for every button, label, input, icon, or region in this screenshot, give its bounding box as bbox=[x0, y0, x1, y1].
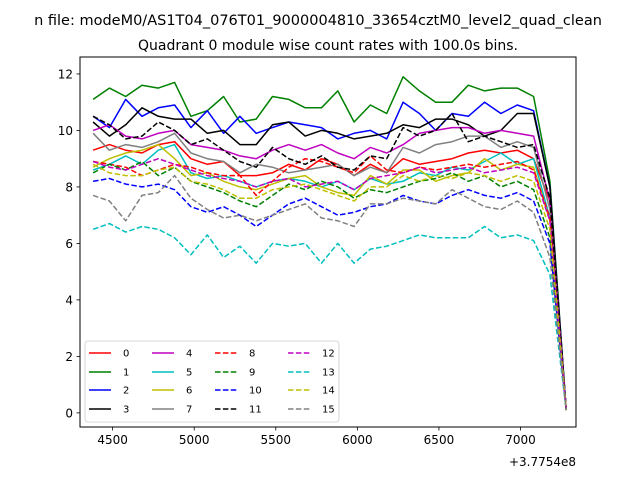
y-axis: 0 2 4 6 8 10 12 bbox=[58, 67, 80, 420]
series-layer bbox=[92, 76, 567, 411]
series-line-9 bbox=[92, 160, 567, 411]
series-line-14 bbox=[92, 163, 567, 411]
series-line-8 bbox=[92, 155, 567, 411]
x-tick-label: 4500 bbox=[97, 433, 128, 447]
y-tick-label: 10 bbox=[58, 124, 73, 138]
legend-entry-6: 6 bbox=[152, 386, 192, 397]
legend-label: 12 bbox=[322, 349, 335, 360]
legend-label: 8 bbox=[249, 349, 255, 360]
chart-title: Quadrant 0 module wise count rates with … bbox=[138, 38, 518, 54]
y-tick-label: 6 bbox=[65, 237, 73, 251]
series-line-10 bbox=[92, 177, 567, 411]
legend-entry-14: 14 bbox=[288, 386, 335, 397]
x-offset-label: +3.7754e8 bbox=[509, 455, 576, 469]
x-tick-label: 6500 bbox=[424, 433, 455, 447]
legend-entry-10: 10 bbox=[215, 386, 262, 397]
legend-entry-9: 9 bbox=[215, 368, 255, 379]
series-line-12 bbox=[92, 157, 567, 411]
x-tick-label: 5500 bbox=[261, 433, 292, 447]
legend-label: 11 bbox=[249, 405, 262, 416]
y-tick-label: 4 bbox=[65, 293, 73, 307]
y-tick-label: 2 bbox=[65, 350, 73, 364]
y-tick-label: 8 bbox=[65, 180, 73, 194]
y-tick-label: 12 bbox=[58, 67, 73, 81]
legend-entry-0: 0 bbox=[89, 349, 129, 360]
legend-label: 5 bbox=[186, 368, 192, 379]
series-line-0 bbox=[92, 140, 567, 411]
x-tick-label: 5000 bbox=[179, 433, 210, 447]
legend-entry-5: 5 bbox=[152, 368, 192, 379]
legend-label: 6 bbox=[186, 386, 192, 397]
y-tick-label: 0 bbox=[65, 406, 73, 420]
series-line-2 bbox=[92, 98, 567, 411]
legend-entry-11: 11 bbox=[215, 405, 262, 416]
legend-label: 0 bbox=[123, 349, 129, 360]
legend-label: 14 bbox=[322, 386, 335, 397]
series-line-15 bbox=[92, 174, 567, 411]
legend-entry-12: 12 bbox=[288, 349, 335, 360]
legend-entry-4: 4 bbox=[152, 349, 192, 360]
legend-box bbox=[84, 340, 340, 423]
legend-entry-13: 13 bbox=[288, 368, 335, 379]
legend-entry-7: 7 bbox=[152, 405, 192, 416]
legend-entry-15: 15 bbox=[288, 405, 335, 416]
legend-label: 10 bbox=[249, 386, 262, 397]
series-line-4 bbox=[92, 124, 567, 411]
legend-label: 4 bbox=[186, 349, 192, 360]
plot-frame bbox=[79, 56, 577, 428]
series-line-7 bbox=[92, 132, 567, 411]
series-line-3 bbox=[92, 107, 567, 411]
x-tick-label: 7000 bbox=[505, 433, 536, 447]
series-line-1 bbox=[92, 76, 567, 411]
series-line-11 bbox=[92, 112, 567, 411]
series-line-13 bbox=[92, 222, 567, 411]
legend-entry-8: 8 bbox=[215, 349, 255, 360]
legend-label: 3 bbox=[123, 405, 129, 416]
x-tick-label: 6000 bbox=[342, 433, 373, 447]
legend-label: 2 bbox=[123, 386, 129, 397]
legend-label: 15 bbox=[322, 405, 335, 416]
legend-entry-2: 2 bbox=[89, 386, 129, 397]
legend-label: 9 bbox=[249, 368, 255, 379]
legend-entry-3: 3 bbox=[89, 405, 129, 416]
legend-label: 13 bbox=[322, 368, 335, 379]
legend-label: 1 bbox=[123, 368, 129, 379]
figure-suptitle: n file: modeM0/AS1T04_076T01_9000004810_… bbox=[34, 13, 602, 29]
legend-entry-1: 1 bbox=[89, 368, 129, 379]
series-line-6 bbox=[92, 143, 567, 411]
x-axis: 4500 5000 5500 6000 6500 7000 bbox=[97, 427, 536, 447]
legend-label: 7 bbox=[186, 405, 192, 416]
